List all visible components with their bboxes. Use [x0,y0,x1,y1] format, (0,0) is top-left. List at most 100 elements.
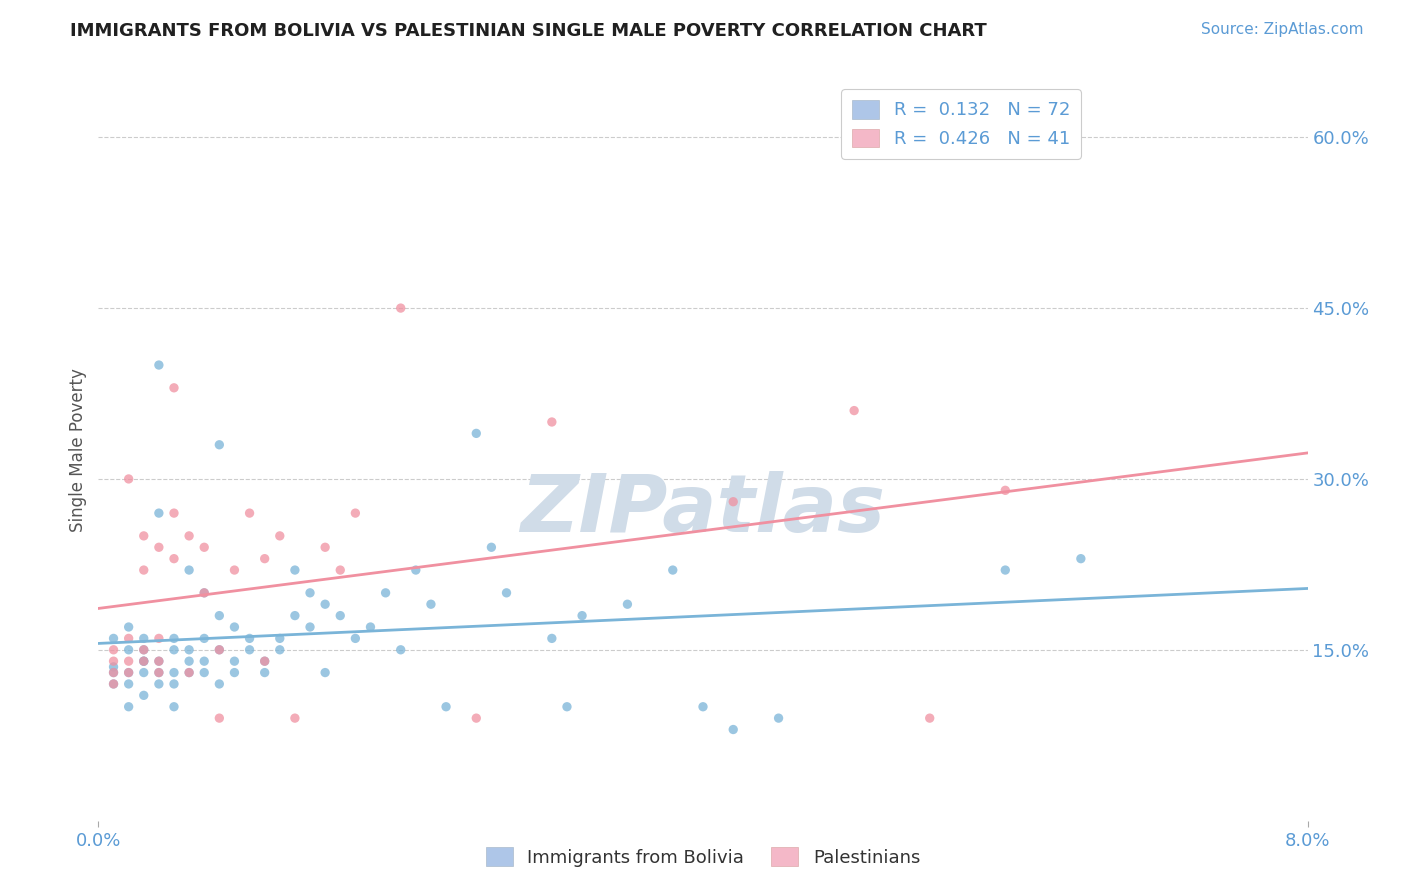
Point [132,642,155,657]
Point [374,586,396,600]
Point [179,563,201,577]
Point [103,665,125,680]
Point [103,642,125,657]
Point [224,620,246,634]
Point [768,711,790,725]
Point [179,642,201,657]
Point [253,665,276,680]
Point [434,699,457,714]
Point [103,660,125,674]
Point [132,529,155,543]
Point [329,608,352,623]
Text: IMMIGRANTS FROM BOLIVIA VS PALESTINIAN SINGLE MALE POVERTY CORRELATION CHART: IMMIGRANTS FROM BOLIVIA VS PALESTINIAN S… [70,22,987,40]
Point [269,642,291,657]
Point [103,677,125,691]
Point [253,654,276,668]
Point [269,632,291,646]
Point [360,620,382,634]
Point [844,403,866,417]
Point [148,654,170,668]
Point [420,597,443,611]
Point [148,541,170,555]
Point [389,301,412,315]
Point [239,642,262,657]
Point [193,654,215,668]
Point [193,586,215,600]
Text: ZIPatlas: ZIPatlas [520,471,886,549]
Y-axis label: Single Male Poverty: Single Male Poverty [69,368,87,533]
Point [118,699,141,714]
Point [661,563,683,577]
Point [103,665,125,680]
Point [269,529,291,543]
Point [616,597,638,611]
Point [481,541,503,555]
Point [193,541,215,555]
Point [314,541,336,555]
Point [103,654,125,668]
Point [723,494,745,508]
Point [132,654,155,668]
Legend: R =  0.132   N = 72, R =  0.426   N = 41: R = 0.132 N = 72, R = 0.426 N = 41 [841,89,1081,159]
Point [208,642,231,657]
Point [148,358,170,372]
Point [994,483,1017,498]
Point [224,563,246,577]
Point [465,711,488,725]
Point [208,677,231,691]
Point [208,438,231,452]
Point [723,723,745,737]
Point [103,677,125,691]
Point [132,642,155,657]
Point [208,608,231,623]
Point [994,563,1017,577]
Point [555,699,578,714]
Point [918,711,941,725]
Point [103,632,125,646]
Point [193,632,215,646]
Point [284,711,307,725]
Point [163,699,186,714]
Point [163,642,186,657]
Point [1070,551,1092,566]
Point [344,506,367,520]
Point [148,632,170,646]
Point [132,665,155,680]
Point [118,677,141,691]
Point [148,665,170,680]
Point [179,529,201,543]
Point [284,563,307,577]
Point [118,665,141,680]
Point [148,665,170,680]
Point [148,677,170,691]
Point [179,665,201,680]
Point [163,381,186,395]
Point [540,632,562,646]
Point [465,426,488,441]
Point [163,632,186,646]
Point [253,551,276,566]
Point [389,642,412,657]
Point [193,665,215,680]
Point [224,654,246,668]
Point [132,689,155,703]
Point [163,506,186,520]
Point [132,654,155,668]
Point [118,632,141,646]
Point [118,665,141,680]
Point [540,415,562,429]
Point [329,563,352,577]
Point [299,586,322,600]
Point [253,654,276,668]
Point [132,632,155,646]
Point [571,608,593,623]
Point [344,632,367,646]
Point [163,551,186,566]
Point [224,665,246,680]
Point [118,472,141,486]
Point [132,654,155,668]
Point [179,654,201,668]
Point [495,586,517,600]
Point [299,620,322,634]
Point [193,586,215,600]
